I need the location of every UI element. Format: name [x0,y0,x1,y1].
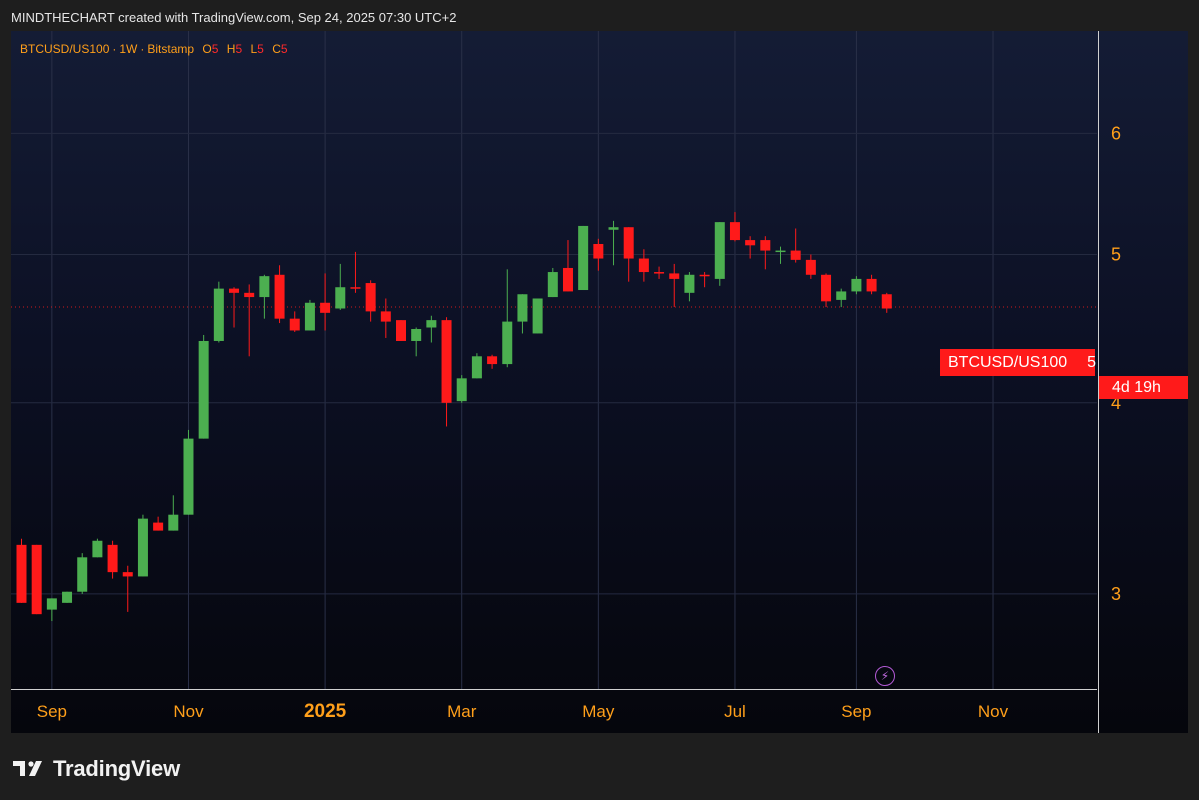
header-attribution: MINDTHECHART created with TradingView.co… [11,10,457,25]
candle-down [745,240,756,246]
candle-down [396,320,406,341]
candle-up [411,328,422,341]
candle-up [502,321,513,365]
x-tick-label: Nov [978,702,1009,721]
legend-interval[interactable]: 1W [119,42,138,56]
legend-high-key: H [226,42,236,56]
candle-up [304,302,315,331]
y-tick-label: 4 [1111,393,1121,413]
x-tick-label: Jul [724,702,746,721]
candle-down [31,544,42,615]
legend-low-key: L [250,42,258,56]
candlestick-chart[interactable]: 3 4 5 6 Sep Nov 2025 Mar May Jul Sep Nov [11,31,1188,733]
candle-down [229,288,240,293]
candle-up [851,278,862,292]
x-tick-label: 2025 [304,701,347,722]
last-price-symbol: BTCUSD/US100 [948,353,1068,371]
x-tick-label: May [582,702,615,721]
x-tick-label: Sep [37,702,67,721]
candle-down [638,258,649,273]
legend-high-value: 5 [235,42,243,56]
last-price-value: 5 [1087,353,1097,371]
candle-down [350,287,361,289]
candle-down [274,274,285,319]
candle-down [699,274,710,277]
candle-up [259,276,270,298]
legend-separator: · [112,42,117,56]
candle-up [213,288,224,341]
candle-up [836,291,847,300]
footer: TradingView [13,756,180,782]
flash-icon[interactable]: ⚡ [875,666,895,686]
legend-low-value: 5 [257,42,264,56]
candle-up [684,274,695,293]
candle-up [547,272,558,298]
candle-down [441,320,452,403]
candle-up [608,227,619,230]
candle-down [729,222,740,241]
candle-up [335,287,346,309]
y-tick-label: 5 [1111,245,1121,265]
candle-down [623,227,634,259]
candle-down [760,240,771,251]
candle-up [62,591,73,603]
candle-up [77,557,88,592]
footer-brand: TradingView [53,756,180,781]
candle-down [380,311,391,322]
candle-down [487,356,498,365]
candle-up [426,320,437,328]
candle-down [805,259,816,275]
candle-down [153,522,164,531]
candle-up [137,518,148,577]
candle-up [456,378,467,402]
candle-down [244,292,255,298]
bar-countdown: 4d 19h [1099,376,1188,399]
candle-up [198,340,209,439]
y-tick-label: 3 [1111,584,1121,604]
legend-symbol[interactable]: BTCUSD/US100 [20,42,110,56]
candle-up [714,222,725,279]
candle-down [107,544,118,573]
legend-separator: · [140,42,145,56]
x-tick-label: Mar [447,702,477,721]
candle-down [593,243,604,259]
last-price-label: BTCUSD/US100 5 [940,349,1097,376]
candle-down [790,250,801,260]
candle-up [517,294,528,322]
candle-up [532,298,543,334]
candle-up [578,225,589,291]
candle-down [654,272,665,274]
candle-down [821,274,832,302]
candle-up [168,514,179,531]
candle-up [471,356,482,379]
candle-up [46,598,57,610]
legend-close-key: C [272,42,281,56]
candle-down [866,278,877,292]
chart-panel[interactable]: 3 4 5 6 Sep Nov 2025 Mar May Jul Sep Nov BTCUSD/US1… [11,31,1188,733]
x-tick-label: Sep [841,702,871,721]
candle-down [320,302,331,313]
y-tick-label: 6 [1111,123,1121,143]
tradingview-logo-icon [13,761,42,776]
candle-down [289,318,300,331]
candle-down [16,544,27,603]
candle-up [92,540,103,558]
candle-up [775,250,786,253]
legend-close-value: 5 [280,42,288,56]
x-tick-label: Nov [173,702,204,721]
candle-down [122,572,133,577]
candle-up [183,438,194,515]
candle-down [669,273,680,279]
legend-exchange: Bitstamp [147,42,195,56]
candle-down [562,267,573,292]
candle-down [365,283,376,312]
legend-open-value: 5 [211,42,219,56]
legend-open-key: O [202,42,212,56]
chart-legend[interactable]: BTCUSD/US100 · 1W · Bitstamp O5 H5 L5 C5 [20,42,288,56]
candle-down [881,294,892,309]
